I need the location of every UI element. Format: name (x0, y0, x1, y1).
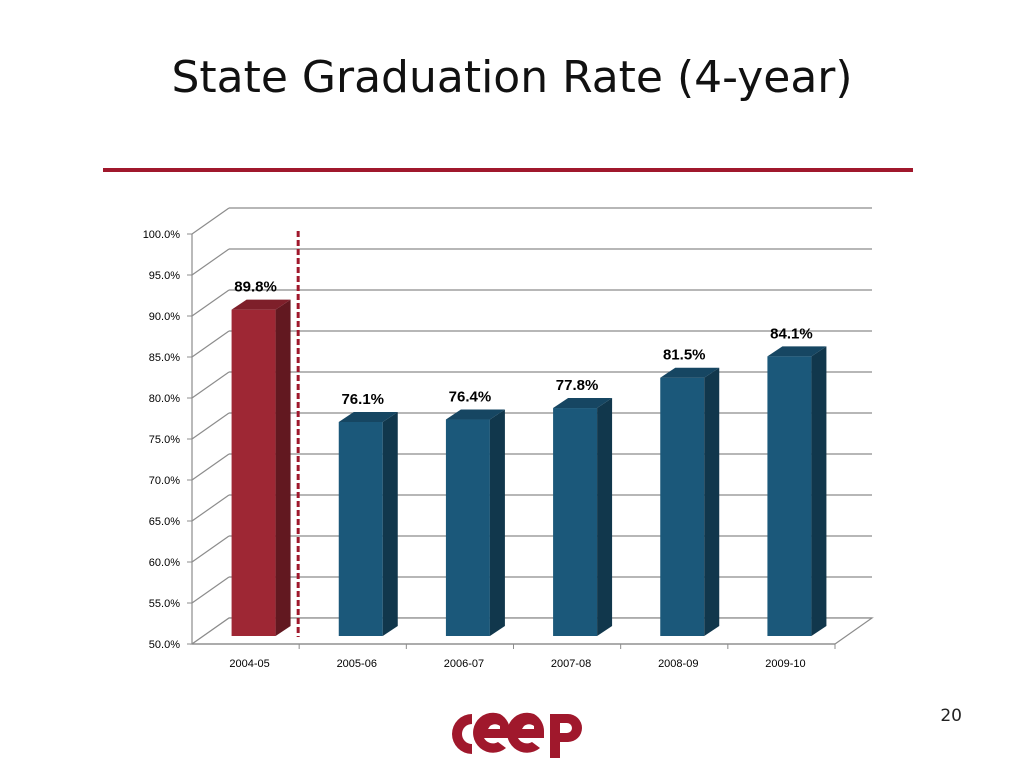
y-tick-label: 75.0% (149, 434, 180, 446)
y-tick-label: 90.0% (149, 311, 180, 323)
y-tick-label: 95.0% (149, 270, 180, 282)
bar-side (489, 409, 505, 636)
data-label: 81.5% (663, 347, 706, 364)
bar-top (445, 409, 505, 420)
data-label: 76.1% (341, 391, 384, 408)
gridline-side (191, 330, 230, 358)
x-tick-label: 2004-05 (229, 658, 269, 670)
bar-top (660, 367, 720, 378)
bar (660, 377, 705, 636)
ceep-logo-icon (452, 712, 582, 758)
gridline-side (191, 494, 230, 522)
bar-top (231, 299, 291, 310)
gridline-side (191, 289, 230, 317)
bar (338, 421, 383, 636)
bar-top (767, 346, 827, 357)
data-label: 76.4% (449, 389, 492, 406)
gridline-side (191, 535, 230, 563)
bar-side (382, 411, 398, 636)
bar-side (275, 299, 291, 636)
gridline-side (191, 576, 230, 604)
data-label: 89.8% (234, 279, 277, 296)
bar-top (338, 411, 398, 422)
gridline-side (191, 248, 230, 276)
gridline-side (191, 412, 230, 440)
ceep-logo (438, 700, 588, 768)
x-tick-label: 2009-10 (765, 658, 805, 670)
bar (445, 419, 490, 636)
bar (231, 309, 276, 636)
y-tick-label: 55.0% (149, 598, 180, 610)
y-tick-label: 65.0% (149, 516, 180, 528)
y-tick-label: 50.0% (149, 639, 180, 651)
gridline-side (191, 453, 230, 481)
y-tick-label: 100.0% (143, 229, 181, 241)
x-tick-label: 2005-06 (337, 658, 377, 670)
gridline-side (191, 371, 230, 399)
bar-top (553, 398, 613, 409)
y-tick-label: 80.0% (149, 393, 180, 405)
x-tick-label: 2008-09 (658, 658, 698, 670)
y-tick-label: 60.0% (149, 557, 180, 569)
x-tick-label: 2007-08 (551, 658, 591, 670)
bar (553, 408, 598, 636)
page-number: 20 (940, 706, 962, 726)
slide-title: State Graduation Rate (4-year) (171, 52, 853, 103)
y-tick-label: 85.0% (149, 352, 180, 364)
bar (767, 356, 812, 636)
data-label: 84.1% (770, 325, 813, 342)
bar-side (597, 398, 613, 636)
gridline-side (191, 207, 230, 235)
x-tick-label: 2006-07 (444, 658, 484, 670)
bar-side (811, 346, 827, 636)
data-label: 77.8% (556, 377, 599, 394)
bar-side (704, 367, 720, 636)
y-tick-label: 70.0% (149, 475, 180, 487)
title-underline (103, 168, 913, 172)
